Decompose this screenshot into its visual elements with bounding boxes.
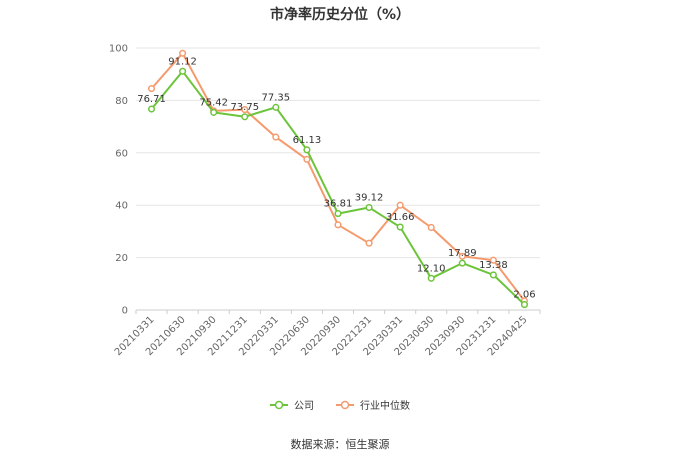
series-point-0 — [179, 67, 187, 75]
series-point-0 — [272, 103, 280, 111]
series-point-1 — [147, 85, 156, 93]
data-label: 77.35 — [262, 92, 291, 103]
data-label: 76.71 — [137, 94, 166, 105]
data-label: 36.81 — [324, 199, 353, 210]
data-label: 31.66 — [386, 212, 415, 223]
data-label: 91.12 — [168, 56, 197, 67]
y-tick-label: 20 — [115, 253, 128, 264]
legend-company-label: 公司 — [294, 401, 314, 412]
series-point-1 — [334, 221, 342, 229]
data-label: 73.75 — [230, 102, 259, 113]
data-label: 61.13 — [293, 135, 322, 146]
data-label: 75.42 — [199, 97, 228, 108]
series-point-0 — [427, 274, 435, 282]
data-label: 17.89 — [448, 248, 477, 259]
legend-company-marker-icon — [270, 400, 288, 409]
series-point-0 — [365, 203, 373, 212]
series-point-0 — [147, 105, 156, 113]
series-point-1 — [179, 49, 187, 57]
series-point-0 — [241, 113, 249, 121]
data-label: 2.06 — [513, 290, 535, 301]
series-point-1 — [365, 239, 373, 247]
line-chart-plot: 0204060801002021033120210630202109302021… — [109, 44, 541, 358]
y-tick-label: 100 — [109, 44, 128, 55]
series-point-1 — [489, 256, 497, 264]
series-point-1 — [396, 201, 404, 209]
series-point-1 — [458, 252, 466, 260]
data-label: 39.12 — [355, 193, 384, 204]
legend: 公司 行业中位数 — [0, 397, 680, 412]
series-point-0 — [396, 223, 404, 231]
y-tick-label: 0 — [122, 306, 128, 317]
y-tick-label: 60 — [115, 148, 128, 159]
series-point-0 — [210, 108, 218, 116]
data-label: 12.10 — [417, 263, 446, 274]
legend-item-company[interactable]: 公司 — [270, 397, 314, 412]
series-point-1 — [303, 155, 311, 163]
series-point-1 — [241, 106, 249, 114]
legend-industry-label: 行业中位数 — [360, 401, 410, 412]
series-line-1 — [150, 52, 526, 302]
series-point-0 — [334, 210, 342, 218]
data-source-note: 数据来源：恒生聚源 — [290, 438, 390, 451]
series-point-0 — [489, 271, 497, 279]
y-tick-label: 40 — [115, 201, 128, 212]
series-point-0 — [458, 259, 466, 267]
series-point-0 — [303, 146, 311, 154]
data-label: 13.38 — [479, 260, 508, 271]
y-tick-label: 80 — [115, 96, 128, 107]
chart-title: 市净率历史分位（%） — [269, 7, 411, 23]
series-point-0 — [520, 301, 529, 309]
series-point-1 — [272, 133, 280, 141]
legend-industry-marker-icon — [336, 400, 354, 409]
series-point-1 — [427, 223, 435, 232]
legend-item-industry-median[interactable]: 行业中位数 — [336, 397, 410, 412]
